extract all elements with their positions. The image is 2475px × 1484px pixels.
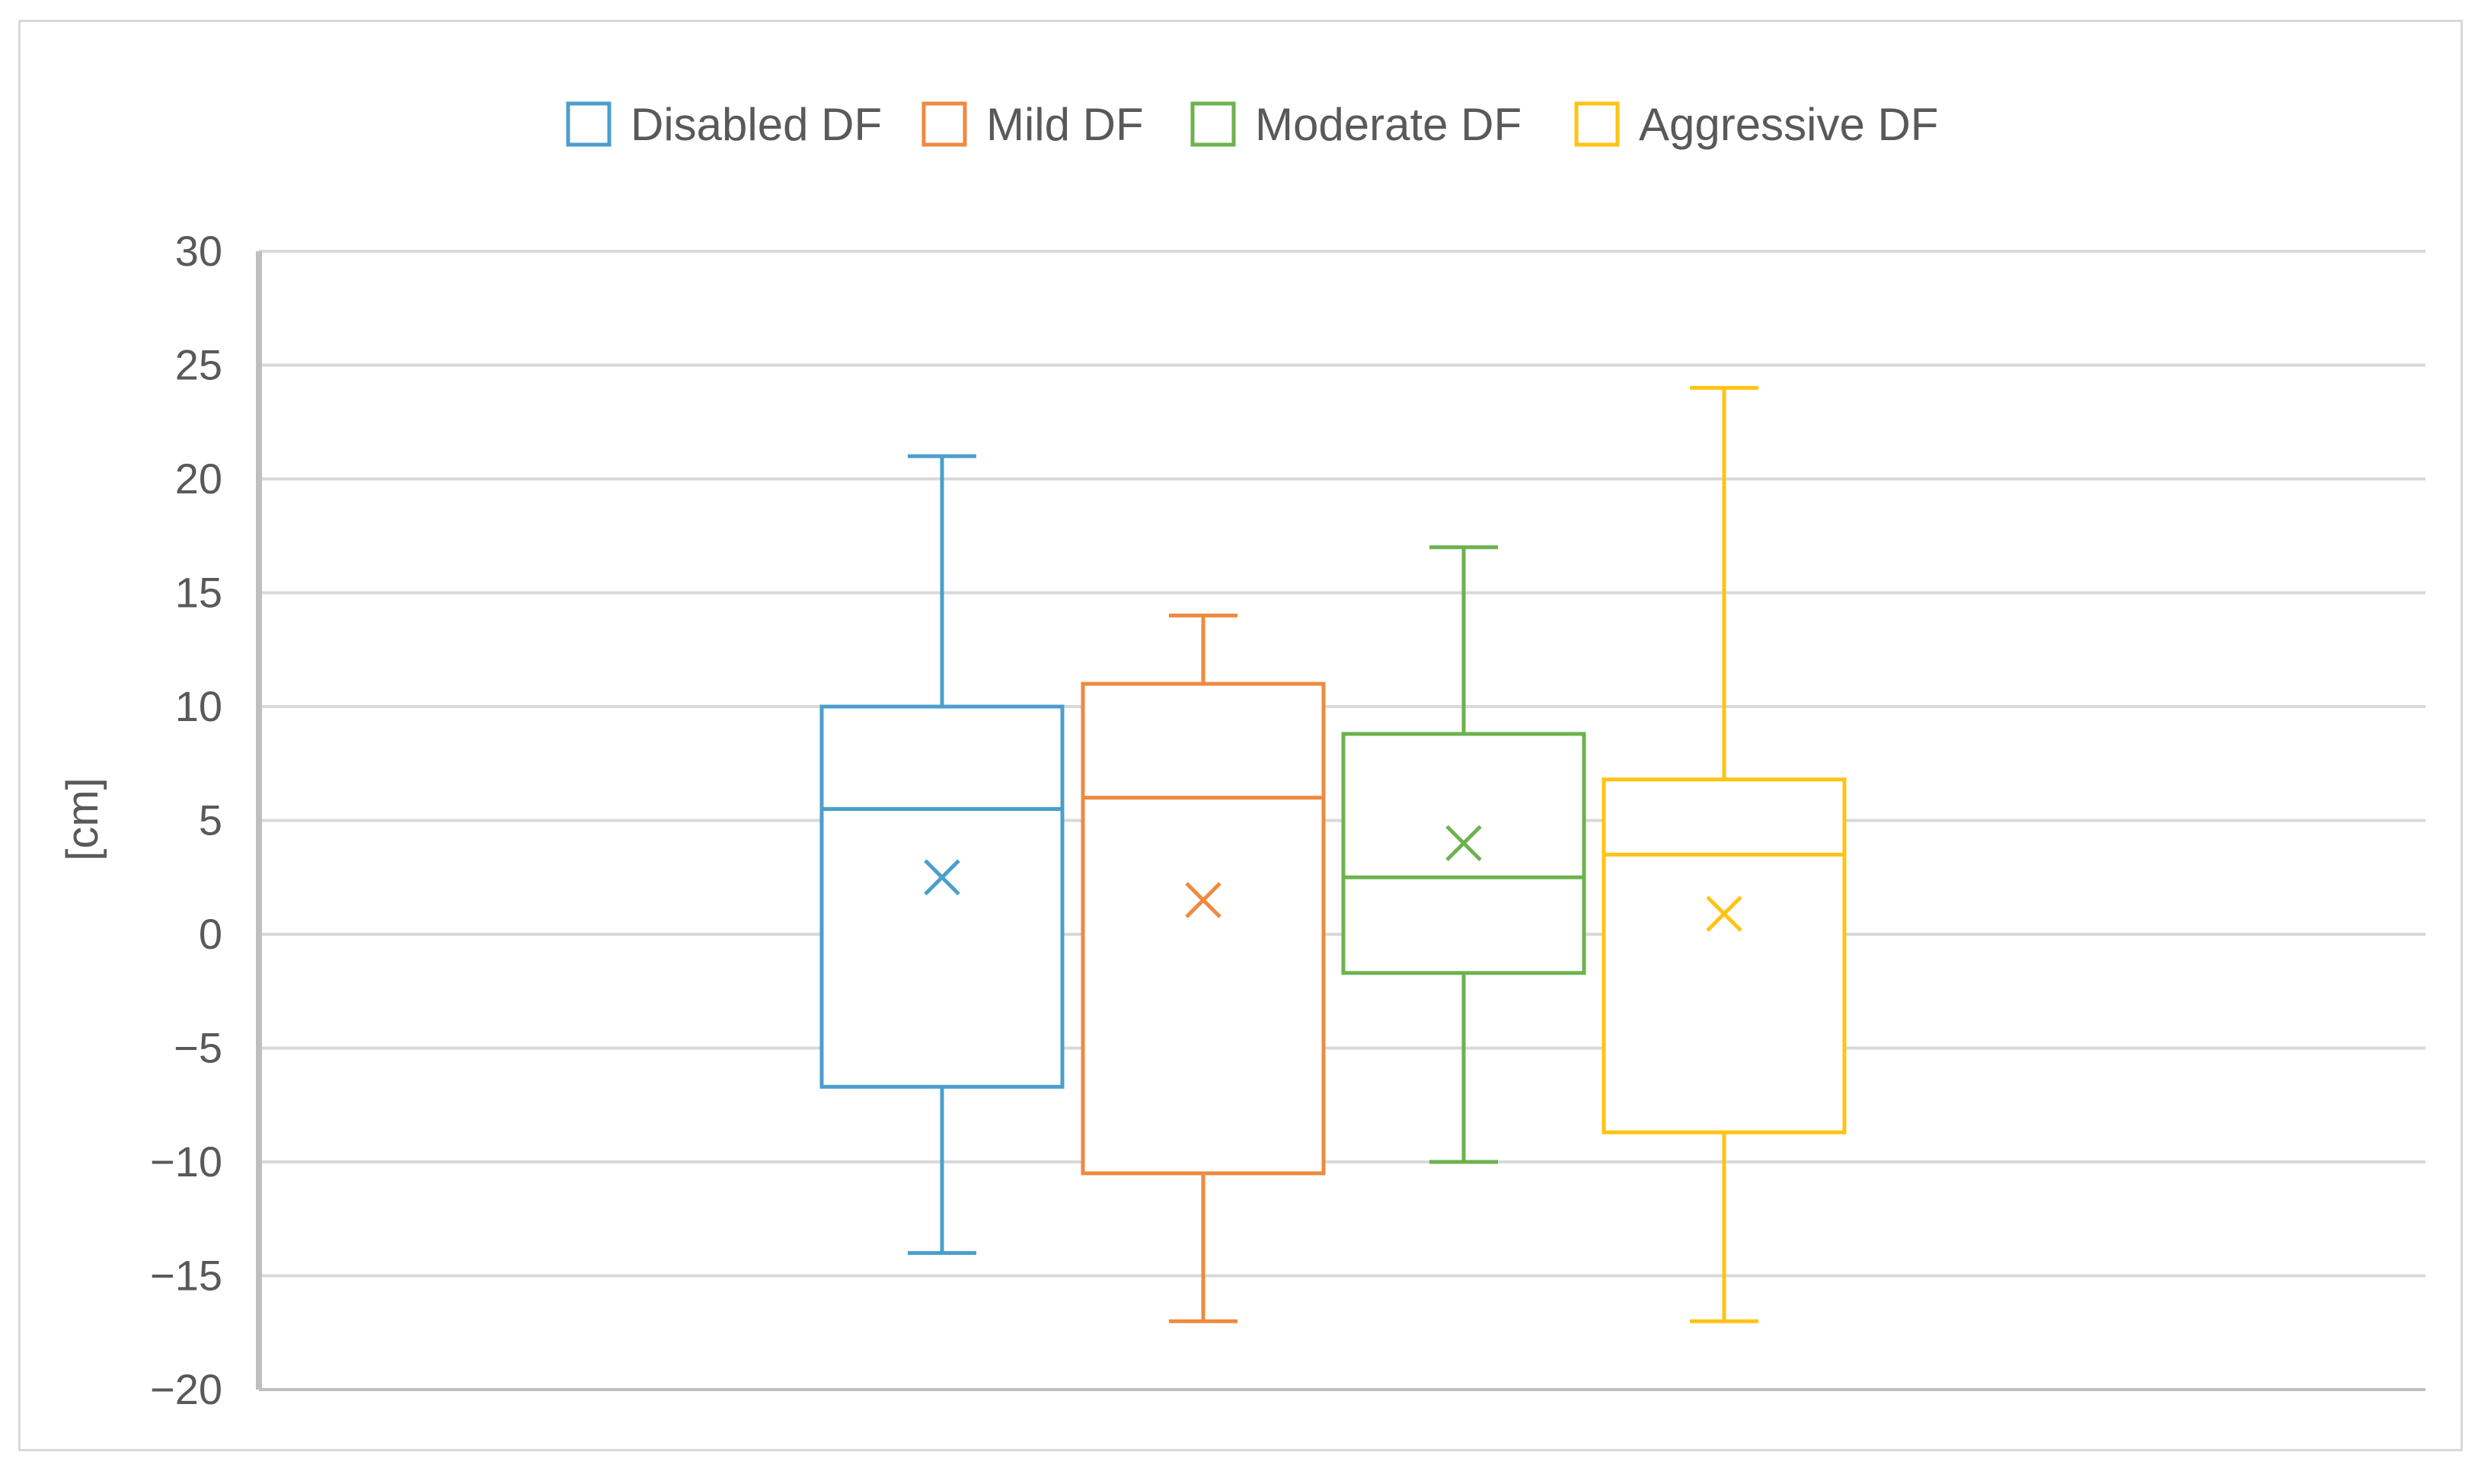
iqr-box — [819, 704, 1065, 1089]
y-tick-label: −5 — [174, 1024, 222, 1072]
y-tick-label: 25 — [175, 341, 222, 389]
legend-label: Aggressive DF — [1639, 99, 1938, 150]
box-aggressive-df — [1602, 385, 1847, 1323]
gridlines — [259, 250, 2426, 1391]
box-series — [819, 385, 1847, 1323]
legend-item: Disabled DF — [566, 99, 882, 150]
y-tick-label: −10 — [150, 1138, 222, 1186]
legend-label: Disabled DF — [631, 99, 882, 150]
y-axis-label: [cm] — [58, 777, 107, 861]
legend-swatch — [921, 101, 967, 147]
y-tick-labels: 30 25 20 15 10 5 0 −5 −10 −15 −20 — [150, 227, 222, 1413]
y-tick-label: 15 — [175, 569, 222, 617]
legend-label: Moderate DF — [1255, 99, 1522, 150]
box-moderate-df — [1341, 545, 1586, 1164]
y-tick-label: −15 — [150, 1252, 222, 1300]
y-tick-label: −20 — [150, 1365, 222, 1413]
y-tick-label: 10 — [175, 682, 222, 730]
legend-label: Mild DF — [986, 99, 1144, 150]
legend-item: Mild DF — [921, 99, 1144, 150]
box-mild-df — [1081, 613, 1326, 1323]
legend-swatch — [566, 101, 612, 147]
box-disabled-df — [819, 454, 1065, 1256]
legend-item: Aggressive DF — [1574, 99, 1938, 150]
legend-swatch — [1574, 101, 1620, 147]
mean-marker — [924, 859, 960, 896]
iqr-box — [1341, 732, 1586, 975]
legend-swatch — [1190, 101, 1236, 147]
mean-marker — [1706, 895, 1742, 932]
iqr-box — [1602, 777, 1847, 1135]
mean-marker — [1445, 825, 1482, 862]
iqr-box — [1081, 681, 1326, 1176]
y-tick-label: 30 — [175, 227, 222, 275]
y-tick-label: 5 — [199, 796, 222, 844]
legend: Disabled DF Mild DF Moderate DF Aggressive … — [566, 99, 1938, 150]
y-tick-label: 20 — [175, 455, 222, 503]
legend-item: Moderate DF — [1190, 99, 1522, 150]
mean-marker — [1185, 882, 1222, 918]
y-tick-label: 0 — [199, 910, 222, 958]
